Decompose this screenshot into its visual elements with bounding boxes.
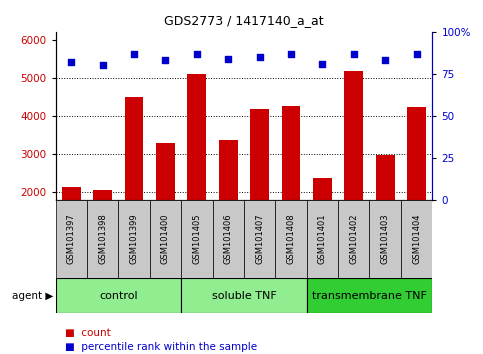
Text: GSM101407: GSM101407 bbox=[255, 213, 264, 264]
Text: ■  count: ■ count bbox=[65, 328, 111, 338]
Bar bbox=[181, 278, 307, 313]
Text: soluble TNF: soluble TNF bbox=[212, 291, 276, 301]
Text: agent ▶: agent ▶ bbox=[12, 291, 53, 301]
Bar bbox=[407, 107, 426, 269]
Bar bbox=[338, 200, 369, 278]
Point bbox=[130, 51, 138, 57]
Point bbox=[412, 51, 420, 57]
Bar bbox=[150, 200, 181, 278]
Bar bbox=[125, 97, 143, 269]
Point bbox=[287, 51, 295, 57]
Text: GSM101400: GSM101400 bbox=[161, 214, 170, 264]
Bar bbox=[244, 200, 275, 278]
Text: GSM101398: GSM101398 bbox=[98, 213, 107, 264]
Point bbox=[350, 51, 357, 57]
Bar bbox=[62, 187, 81, 269]
Text: control: control bbox=[99, 291, 138, 301]
Bar bbox=[187, 74, 206, 269]
Point bbox=[99, 63, 107, 68]
Text: GSM101401: GSM101401 bbox=[318, 214, 327, 264]
Bar bbox=[282, 107, 300, 269]
Point bbox=[224, 56, 232, 62]
Bar bbox=[307, 200, 338, 278]
Text: ■  percentile rank within the sample: ■ percentile rank within the sample bbox=[65, 342, 257, 352]
Bar bbox=[181, 200, 213, 278]
Text: transmembrane TNF: transmembrane TNF bbox=[312, 291, 427, 301]
Text: GSM101404: GSM101404 bbox=[412, 214, 421, 264]
Text: GSM101402: GSM101402 bbox=[349, 214, 358, 264]
Bar bbox=[156, 143, 175, 269]
Text: GSM101406: GSM101406 bbox=[224, 213, 233, 264]
Bar bbox=[401, 200, 432, 278]
Bar bbox=[250, 109, 269, 269]
Bar bbox=[87, 200, 118, 278]
Bar bbox=[219, 139, 238, 269]
Bar bbox=[307, 278, 432, 313]
Text: GSM101408: GSM101408 bbox=[286, 213, 296, 264]
Bar bbox=[344, 71, 363, 269]
Point bbox=[161, 58, 170, 63]
Bar bbox=[376, 155, 395, 269]
Bar bbox=[93, 190, 112, 269]
Bar bbox=[275, 200, 307, 278]
Text: GDS2773 / 1417140_a_at: GDS2773 / 1417140_a_at bbox=[164, 13, 324, 27]
Point bbox=[68, 59, 75, 65]
Bar bbox=[369, 200, 401, 278]
Bar bbox=[56, 200, 87, 278]
Text: GSM101397: GSM101397 bbox=[67, 213, 76, 264]
Text: GSM101399: GSM101399 bbox=[129, 213, 139, 264]
Bar bbox=[56, 278, 181, 313]
Point bbox=[319, 61, 327, 67]
Point bbox=[193, 51, 201, 57]
Text: GSM101405: GSM101405 bbox=[192, 214, 201, 264]
Bar bbox=[313, 178, 332, 269]
Point bbox=[256, 54, 264, 60]
Point bbox=[382, 58, 389, 63]
Text: GSM101403: GSM101403 bbox=[381, 213, 390, 264]
Bar bbox=[213, 200, 244, 278]
Bar bbox=[118, 200, 150, 278]
